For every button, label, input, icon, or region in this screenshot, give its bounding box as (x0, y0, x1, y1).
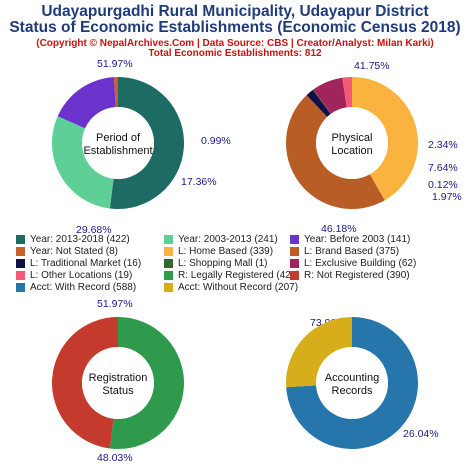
donut-slice (286, 95, 385, 210)
legend-label: Year: Not Stated (8) (30, 246, 119, 257)
donut-slice (286, 317, 352, 388)
legend-label: Year: 2013-2018 (422) (30, 234, 130, 245)
legend-swatch (164, 271, 173, 280)
legend-item: L: Traditional Market (16) (16, 258, 141, 269)
slice-percent-label: 46.18% (321, 223, 357, 235)
donut-hole (316, 347, 388, 419)
donut-center-label: Period of (96, 132, 141, 144)
slice-percent-label: 0.12% (428, 179, 458, 191)
legend-swatch (16, 247, 25, 256)
legend-swatch (16, 235, 25, 244)
legend-swatch (290, 247, 299, 256)
slice-percent-label: 2.34% (428, 139, 458, 151)
donut-hole (316, 107, 388, 179)
legend-item: L: Exclusive Building (62) (290, 258, 416, 269)
legend-item: L: Other Locations (19) (16, 270, 132, 281)
donut-center-label: Physical (332, 132, 373, 144)
slice-percent-label: 48.03% (97, 452, 133, 464)
legend-item: L: Home Based (339) (164, 246, 273, 257)
legend-label: R: Legally Registered (422) (178, 270, 300, 281)
slice-percent-label: 1.97% (432, 191, 462, 203)
legend-label: Acct: With Record (588) (30, 282, 137, 293)
donut-slice (342, 77, 352, 108)
slice-percent-label: 7.64% (428, 162, 458, 174)
legend-item: R: Not Registered (390) (290, 270, 410, 281)
legend-swatch (164, 247, 173, 256)
legend-label: L: Shopping Mall (1) (178, 258, 268, 269)
slice-percent-label: 29.68% (76, 224, 112, 236)
donut-slice (312, 89, 331, 115)
legend-item: L: Brand Based (375) (290, 246, 399, 257)
slice-percent-label: 41.75% (354, 60, 390, 72)
slice-percent-label: 0.99% (201, 135, 231, 147)
donut-slice (109, 317, 184, 449)
legend-item: Year: Not Stated (8) (16, 246, 118, 257)
donut-hole (82, 347, 154, 419)
donut-center-label: Status (102, 385, 134, 397)
legend-swatch (290, 271, 299, 280)
legend-label: L: Traditional Market (16) (30, 258, 142, 269)
donut-slice (286, 317, 419, 450)
legend-label: Year: Before 2003 (141) (304, 234, 411, 245)
total-establishments: Total Economic Establishments: 812 (148, 48, 322, 59)
donut-slice (109, 77, 185, 209)
legend-swatch (16, 283, 25, 292)
slice-percent-label: 26.04% (403, 428, 439, 440)
slice-percent-label: 17.36% (181, 176, 217, 188)
legend-item: Year: 2013-2018 (422) (16, 234, 130, 245)
donut-slice (51, 317, 118, 449)
legend-label: Year: 2003-2013 (241) (178, 234, 278, 245)
donut-center-label: Registration (89, 372, 148, 384)
legend-label: L: Exclusive Building (62) (304, 258, 417, 269)
donut-slice (352, 77, 419, 201)
donut-slice (113, 77, 118, 108)
legend-swatch (164, 259, 173, 268)
chart-title-line1: Udayapurgadhi Rural Municipality, Udayap… (41, 3, 429, 20)
legend-swatch (290, 235, 299, 244)
slice-percent-label: 51.97% (97, 298, 133, 310)
legend-label: L: Home Based (339) (178, 246, 274, 257)
donut-center-label: Establishment (83, 145, 152, 157)
donut-hole (82, 107, 154, 179)
legend-swatch (16, 271, 25, 280)
slice-percent-label: 51.97% (97, 58, 133, 70)
copyright-note: (Copyright © NepalArchives.Com | Data So… (36, 38, 434, 49)
donut-slice (57, 77, 116, 129)
legend-label: R: Not Registered (390) (304, 270, 410, 281)
legend-swatch (16, 259, 25, 268)
donut-center-label: Location (331, 145, 373, 157)
legend-label: L: Brand Based (375) (304, 246, 400, 257)
legend-item: Year: Before 2003 (141) (290, 234, 410, 245)
donut-slice (313, 77, 347, 114)
legend-swatch (290, 259, 299, 268)
legend-item: Year: 2003-2013 (241) (164, 234, 278, 245)
legend-label: Acct: Without Record (207) (178, 282, 299, 293)
legend-swatch (164, 235, 173, 244)
donut-center-label: Records (332, 385, 373, 397)
legend-swatch (164, 283, 173, 292)
legend-item: R: Legally Registered (422) (164, 270, 300, 281)
legend-label: L: Other Locations (19) (30, 270, 133, 281)
donut-slice (51, 116, 114, 209)
legend-item: Acct: Without Record (207) (164, 282, 298, 293)
chart-title-line2: Status of Economic Establishments (Econo… (9, 19, 461, 36)
legend-item: Acct: With Record (588) (16, 282, 136, 293)
donut-center-label: Accounting (325, 372, 379, 384)
donut-slice (306, 89, 331, 117)
legend-item: L: Shopping Mall (1) (164, 258, 268, 269)
